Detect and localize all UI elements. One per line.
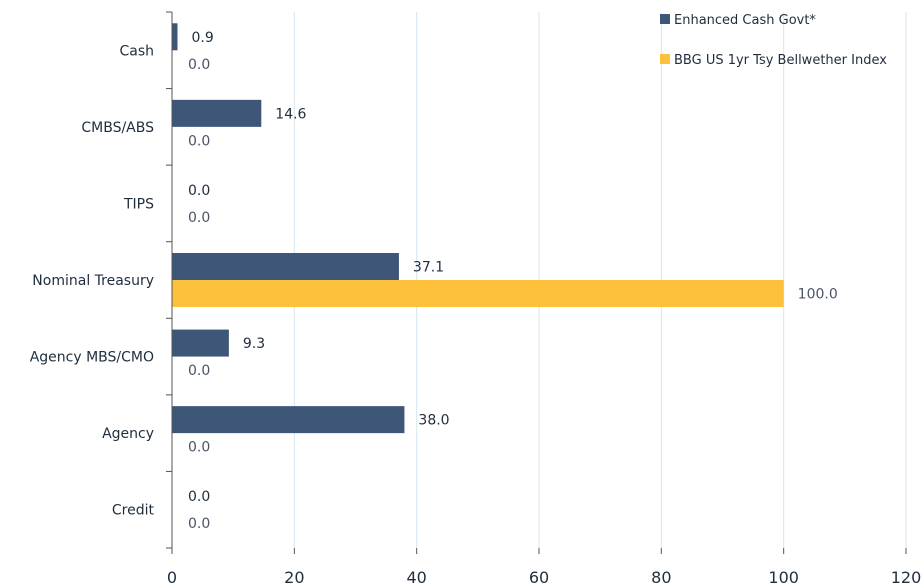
legend-label: BBG US 1yr Tsy Bellwether Index <box>674 53 887 68</box>
data-label: 0.0 <box>188 489 210 505</box>
category-label: Nominal Treasury <box>32 273 154 289</box>
bar-primary <box>172 253 399 280</box>
data-label: 14.6 <box>275 106 306 122</box>
data-label: 0.0 <box>188 516 210 532</box>
x-tick-label-100: 100 <box>768 568 799 586</box>
data-label: 37.1 <box>413 260 444 276</box>
category-label: TIPS <box>123 196 154 212</box>
category-label: Agency MBS/CMO <box>30 350 154 366</box>
bar-primary <box>172 99 262 127</box>
bar-primary <box>172 329 229 357</box>
x-tick-label-20: 20 <box>284 568 304 586</box>
data-label: 0.0 <box>188 133 210 149</box>
data-label: 0.0 <box>188 440 210 456</box>
x-tick-label-120: 120 <box>891 568 921 586</box>
legend: Enhanced Cash Govt* BBG US 1yr Tsy Bellwe… <box>660 13 887 68</box>
bar-primary <box>172 23 178 51</box>
category-label: CMBS/ABS <box>81 120 154 136</box>
data-label: 9.3 <box>243 336 265 352</box>
bar-benchmark <box>172 280 784 307</box>
legend-label: Enhanced Cash Govt* <box>674 13 816 28</box>
category-label: Credit <box>112 503 155 519</box>
data-label: 38.0 <box>418 413 449 429</box>
category-label: Cash <box>119 43 154 59</box>
axes <box>166 11 907 554</box>
bars <box>172 23 784 434</box>
data-label: 0.0 <box>188 183 210 199</box>
bar-primary <box>172 406 405 434</box>
x-tick-label-80: 80 <box>651 568 671 586</box>
x-tick-label-60: 60 <box>529 568 549 586</box>
legend-swatch <box>660 54 670 64</box>
data-label: 0.0 <box>188 57 210 73</box>
data-label: 0.0 <box>188 210 210 226</box>
data-label: 100.0 <box>798 287 838 303</box>
x-tick-label-0: 0 <box>167 568 177 586</box>
data-label: 0.0 <box>188 363 210 379</box>
category-label: Agency <box>102 426 154 442</box>
data-label: 0.9 <box>192 30 214 46</box>
legend-swatch <box>660 14 670 24</box>
labels: 0 20 40 60 80 100 120 Cash 0.9 0.0 CMBS/ABS 14.6 0.0… <box>30 30 921 586</box>
x-tick-label-40: 40 <box>406 568 426 586</box>
